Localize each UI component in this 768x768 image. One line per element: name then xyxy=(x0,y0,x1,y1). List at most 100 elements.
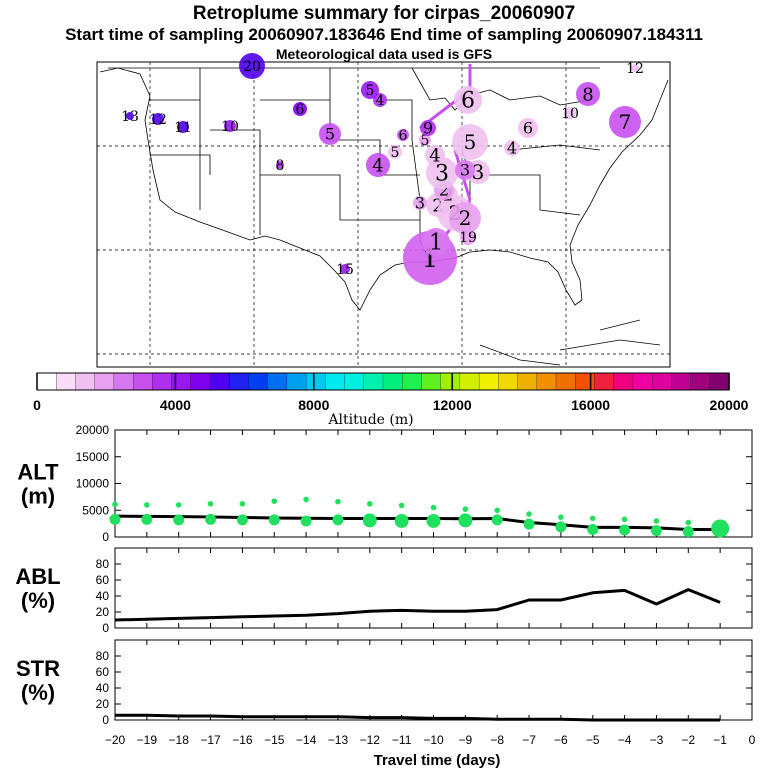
map-marker-6: 6 xyxy=(293,102,307,118)
data-point xyxy=(239,501,246,507)
x-tick-label: −16 xyxy=(232,733,253,747)
data-point xyxy=(362,513,377,528)
marker-dot xyxy=(152,113,164,125)
marker-dot xyxy=(397,129,409,141)
colorbar-swatch xyxy=(56,372,77,391)
colorbar-swatch xyxy=(209,372,230,391)
colorbar-swatch xyxy=(459,372,480,391)
colorbar-swatch xyxy=(651,372,672,391)
panel-unit-label: (m) xyxy=(21,484,55,509)
marker-label: 8 xyxy=(582,84,593,105)
marker-label: 3 xyxy=(415,194,425,213)
map-marker-8: 8 xyxy=(276,158,285,174)
panel-label: ABL xyxy=(15,564,60,589)
map-marker-4: 4 xyxy=(373,93,387,109)
marker-dot xyxy=(366,153,390,177)
map-marker-1: 1 xyxy=(422,228,450,256)
panel-frame xyxy=(114,639,753,721)
marker-label: 5 xyxy=(366,83,375,99)
colorbar-swatch xyxy=(555,372,576,391)
colorbar-swatch xyxy=(190,372,211,391)
data-point xyxy=(682,526,694,538)
data-point xyxy=(109,513,121,525)
colorbar-swatch xyxy=(517,372,538,391)
data-point xyxy=(398,502,405,509)
marker-label: 3 xyxy=(460,161,470,180)
panel-unit-label: (%) xyxy=(21,680,55,705)
y-tick-label: 0 xyxy=(102,621,109,635)
data-point xyxy=(394,513,409,528)
marker-dot xyxy=(455,160,475,180)
colorbar-tick-label: 20000 xyxy=(710,397,749,413)
x-axis-label: Travel time (days) xyxy=(374,752,501,768)
marker-label: 10 xyxy=(561,106,579,122)
series-line xyxy=(114,588,721,622)
marker-dot xyxy=(276,161,284,169)
y-tick-label: 80 xyxy=(96,557,110,571)
y-tick-label: 40 xyxy=(96,589,110,603)
data-point xyxy=(426,513,441,528)
map-marker-3: 3 xyxy=(413,194,427,213)
map-marker-8: 8 xyxy=(576,82,600,106)
map-marker-12: 12 xyxy=(626,61,644,77)
data-point xyxy=(175,502,182,508)
marker-dot xyxy=(422,228,450,256)
y-tick-label: 40 xyxy=(96,681,110,695)
marker-dot xyxy=(126,112,134,120)
x-tick-label: 0 xyxy=(749,733,756,747)
marker-dot xyxy=(388,145,402,159)
marker-label: 8 xyxy=(276,158,285,174)
marker-dot xyxy=(518,118,538,138)
colorbar-swatch xyxy=(421,372,442,391)
panel-alt: 0 5000 10000 15000 20000 ALT(m) xyxy=(17,423,753,544)
marker-dot xyxy=(319,123,341,145)
marker-label: 6 xyxy=(399,128,408,144)
map-marker-5: 5 xyxy=(319,123,341,145)
x-tick-label: −3 xyxy=(650,733,664,747)
marker-dot xyxy=(413,196,427,210)
x-tick-label: −20 xyxy=(105,733,126,747)
data-point xyxy=(458,513,473,528)
data-point xyxy=(523,518,535,530)
map-marker-4: 4 xyxy=(504,139,520,158)
colorbar-swatch xyxy=(229,372,250,391)
colorbar-tick-label: 4000 xyxy=(160,397,191,413)
colorbar-swatch xyxy=(671,372,692,391)
colorbar-swatch xyxy=(267,372,288,391)
panel-abl: 0 20 40 60 80 ABL(%) xyxy=(15,547,753,635)
colorbar-tick-label: 8000 xyxy=(298,397,329,413)
x-tick-label: −7 xyxy=(522,733,536,747)
data-point xyxy=(619,524,631,536)
y-tick-label: 20 xyxy=(96,697,110,711)
data-point xyxy=(685,519,692,526)
colorbar-swatch xyxy=(171,372,192,391)
y-tick-label: 60 xyxy=(96,573,110,587)
colorbar-swatch xyxy=(709,372,730,391)
colorbar-swatch xyxy=(363,372,384,391)
colorbar-swatch xyxy=(75,372,96,391)
map-marker-4: 4 xyxy=(366,153,390,177)
colorbar-swatch xyxy=(498,372,519,391)
marker-label: 19 xyxy=(459,230,477,246)
data-point xyxy=(332,514,344,526)
colorbar-swatch xyxy=(575,372,596,391)
map-marker-9: 9 xyxy=(420,119,436,138)
x-tick-label: −17 xyxy=(200,733,221,747)
marker-label: 5 xyxy=(325,125,335,144)
marker-label: 13 xyxy=(121,109,139,125)
colorbar-swatch xyxy=(478,372,499,391)
y-tick-label: 60 xyxy=(96,665,110,679)
colorbar-swatch xyxy=(440,372,461,391)
colorbar-swatch xyxy=(536,372,557,391)
data-point xyxy=(173,514,185,526)
data-point xyxy=(236,514,248,526)
x-tick-label: −4 xyxy=(618,733,632,747)
x-tick-label: −13 xyxy=(328,733,349,747)
marker-label: 12 xyxy=(149,112,167,128)
marker-dot xyxy=(576,82,600,106)
marker-label: 4 xyxy=(376,93,385,109)
marker-label: 4 xyxy=(429,145,440,166)
marker-label: 5 xyxy=(464,130,477,154)
marker-label: 5 xyxy=(391,145,400,161)
